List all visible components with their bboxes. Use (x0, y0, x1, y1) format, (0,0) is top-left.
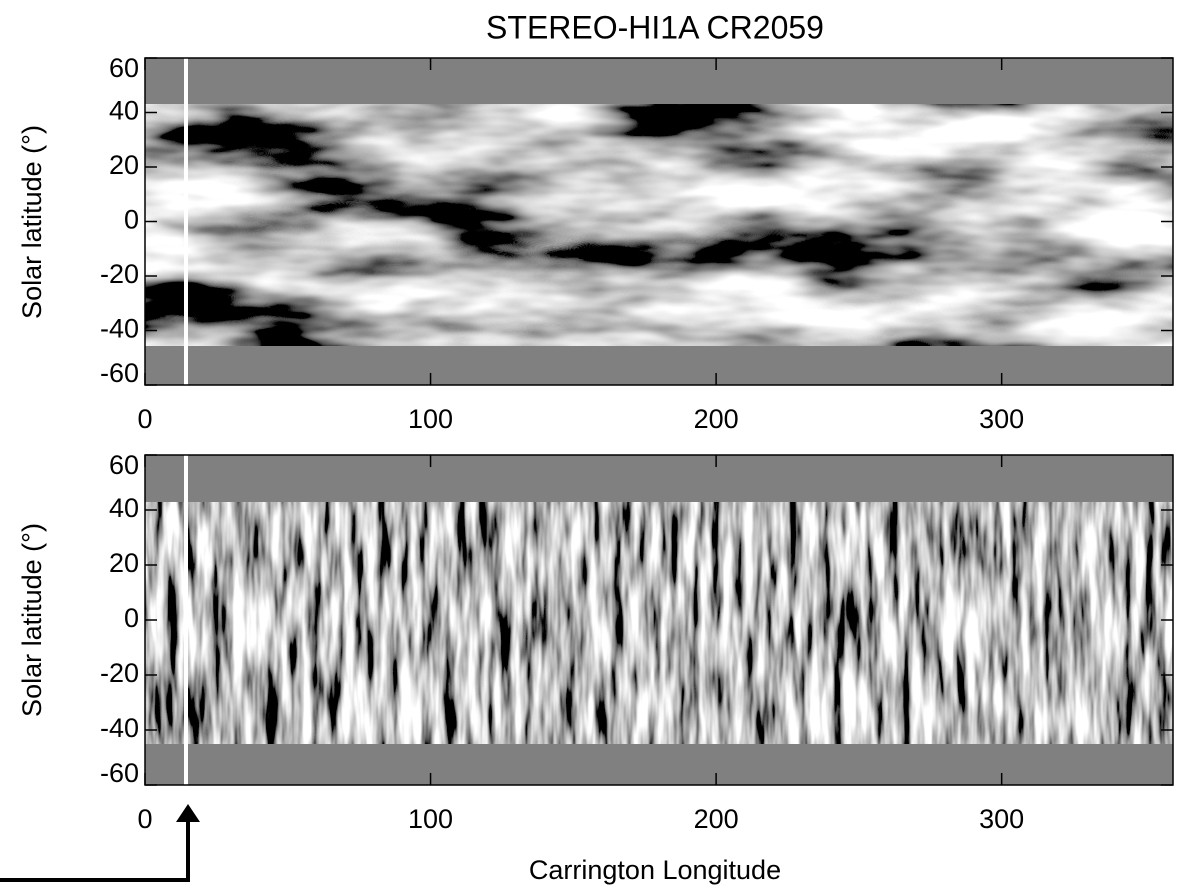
arrow (0, 812, 190, 882)
marker-line (184, 58, 188, 385)
y-tick-label: -40 (100, 314, 139, 344)
chart-title: STEREO-HI1A CR2059 (486, 9, 824, 45)
y-tick-label: -60 (100, 358, 139, 388)
y-tick-label: 20 (109, 150, 139, 180)
y-tick-label: 40 (109, 96, 139, 126)
y-tick-label: -60 (100, 758, 139, 788)
y-tick-label: 60 (109, 450, 139, 480)
x-tick-label: 300 (979, 804, 1024, 834)
difference-image (145, 502, 1173, 744)
x-tick-label: 0 (137, 804, 152, 834)
x-tick-label: 200 (694, 804, 739, 834)
x-tick-label: 0 (137, 404, 152, 434)
x-axis-label: Carrington Longitude (529, 855, 781, 885)
x-tick-label: 100 (408, 804, 453, 834)
x-tick-label: 300 (979, 404, 1024, 434)
y-axis-label: Solar latitude (°) (17, 523, 47, 717)
y-tick-label: 60 (109, 53, 139, 83)
y-tick-label: -20 (100, 658, 139, 688)
marker-line (184, 455, 188, 785)
y-tick-label: 20 (109, 548, 139, 578)
y-tick-label: -40 (100, 713, 139, 743)
x-tick-label: 200 (694, 404, 739, 434)
y-tick-label: -20 (100, 259, 139, 289)
synoptic-image (145, 104, 1173, 346)
arrow-head (176, 804, 200, 822)
y-tick-label: 0 (124, 603, 139, 633)
y-tick-label: 0 (124, 205, 139, 235)
x-tick-label: 100 (408, 404, 453, 434)
y-axis-label: Solar latitude (°) (17, 125, 47, 319)
y-tick-label: 40 (109, 493, 139, 523)
